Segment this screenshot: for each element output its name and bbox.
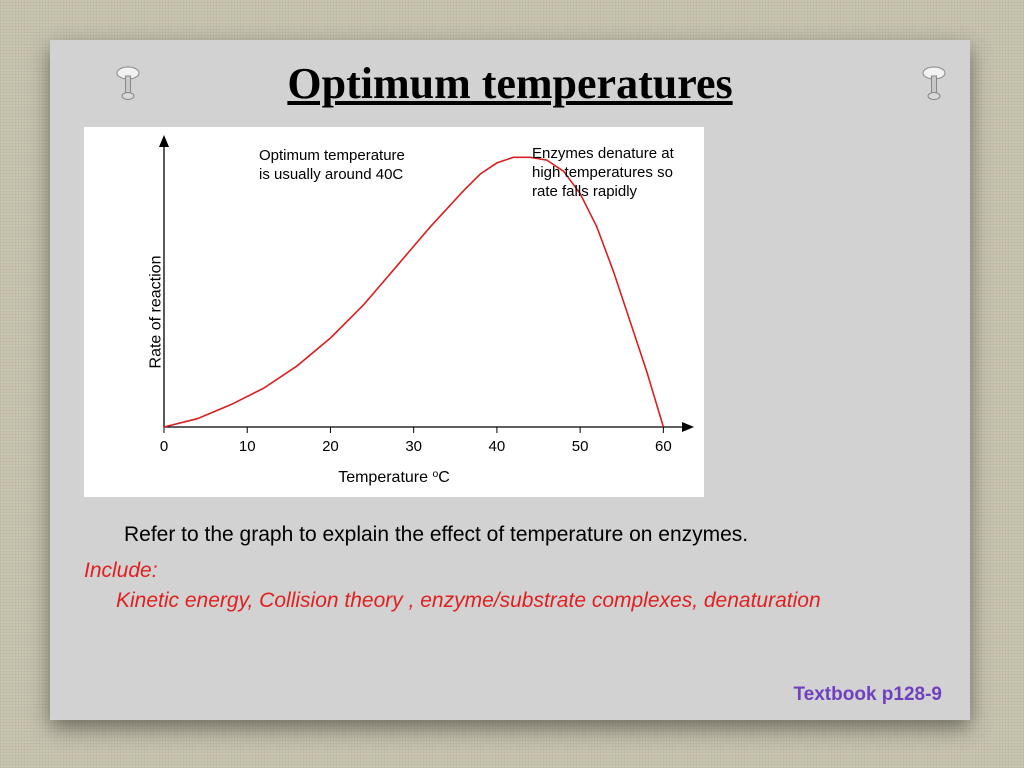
- annotation-denature: Enzymes denature at high temperatures so…: [532, 145, 692, 201]
- svg-text:0: 0: [160, 438, 168, 455]
- y-axis-label: Rate of reaction: [147, 256, 165, 369]
- body-instruction: Refer to the graph to explain the effect…: [84, 523, 936, 547]
- include-label: Include:: [84, 559, 936, 583]
- svg-text:10: 10: [239, 438, 256, 455]
- pushpin-icon: [110, 64, 146, 104]
- textbook-reference: Textbook p128-9: [793, 684, 942, 706]
- slide-card: Optimum temperatures 0 10 20 30 40 50 60 Rate …: [50, 40, 970, 720]
- slide-title: Optimum temperatures: [84, 58, 936, 109]
- pushpin-icon: [916, 64, 952, 104]
- include-items: Kinetic energy, Collision theory , enzym…: [84, 589, 936, 613]
- svg-text:20: 20: [322, 438, 339, 455]
- enzyme-rate-chart: 0 10 20 30 40 50 60 Rate of reaction Temperatu…: [84, 127, 704, 497]
- svg-text:60: 60: [655, 438, 672, 455]
- svg-text:50: 50: [572, 438, 589, 455]
- svg-text:40: 40: [489, 438, 506, 455]
- x-axis-label: Temperature oC: [338, 469, 450, 487]
- annotation-optimum: Optimum temperature is usually around 40…: [259, 147, 409, 185]
- svg-text:30: 30: [405, 438, 422, 455]
